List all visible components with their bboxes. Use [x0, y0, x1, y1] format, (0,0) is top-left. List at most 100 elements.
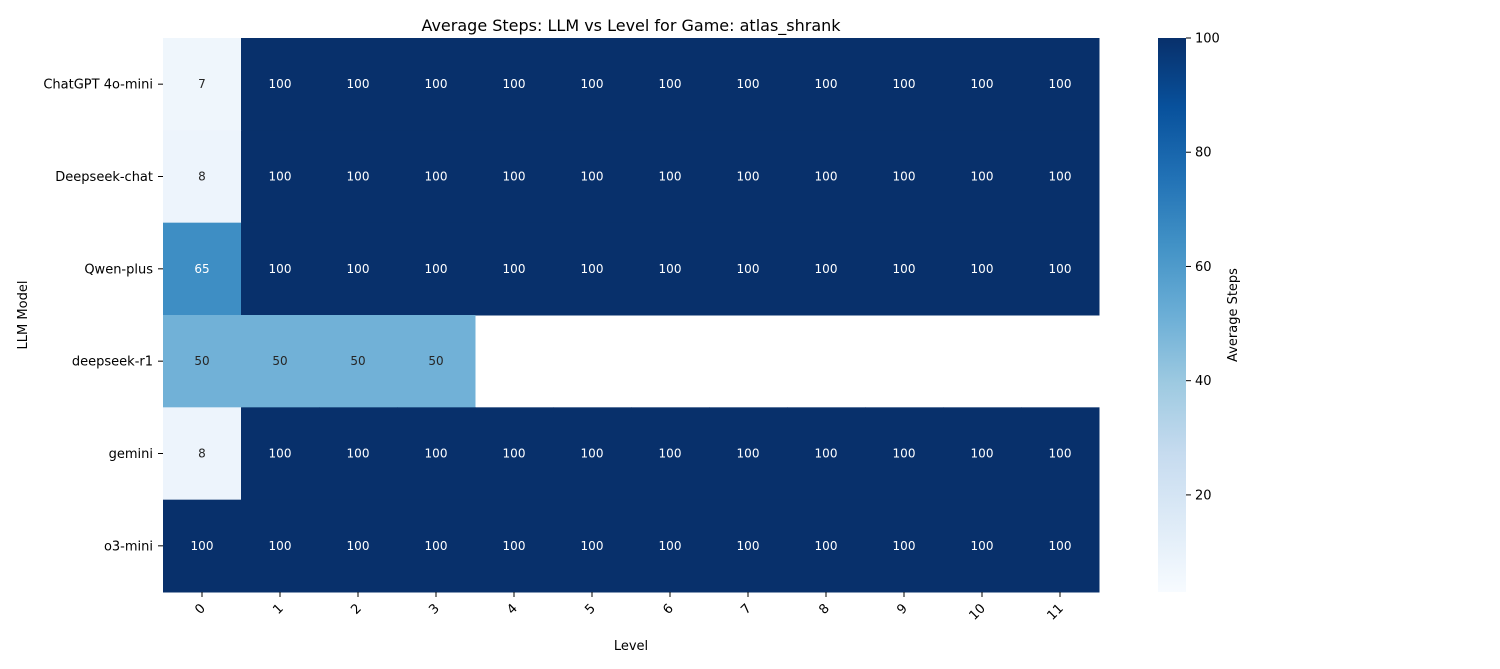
colorbar-label: Average Steps: [1226, 268, 1241, 362]
cell-value-label: 100: [581, 170, 604, 184]
heatmap-cell: [475, 407, 554, 501]
heatmap-cell: [865, 130, 944, 224]
x-tick-label: 0: [192, 601, 208, 617]
heatmap-cell: [787, 499, 866, 593]
heatmap-cell: [163, 315, 242, 408]
cell-value-label: 100: [1049, 170, 1072, 184]
cell-value-label: 100: [815, 170, 838, 184]
x-tick-label: 9: [894, 601, 910, 617]
cell-value-label: 100: [347, 77, 370, 91]
heatmap-cell: [709, 407, 788, 501]
cell-value-label: 100: [503, 170, 526, 184]
cell-value-label: 100: [347, 170, 370, 184]
cell-value-label: 100: [659, 170, 682, 184]
heatmap-cell: [787, 38, 866, 131]
heatmap-cell: [943, 499, 1022, 593]
heatmap-cell: [709, 38, 788, 131]
heatmap-cell: [1021, 130, 1100, 224]
heatmap-cell-labels: 7 100 100 100 100 100 100 100 100 100 100 100 8 100 10…: [191, 77, 1072, 553]
heatmap-cell: [163, 407, 242, 501]
heatmap-cell: [163, 38, 242, 131]
cell-value-label: 100: [893, 539, 916, 553]
colorbar-tick-label: 80: [1195, 146, 1212, 161]
y-axis: ChatGPT 4o-mini Deepseek-chat Qwen-plus dee…: [43, 78, 163, 554]
cell-value-label: 100: [659, 77, 682, 91]
colorbar-tick-label: 60: [1195, 260, 1212, 275]
heatmap-cell: [397, 38, 476, 131]
cell-value-label: 100: [737, 262, 760, 276]
cell-value-label: 100: [893, 77, 916, 91]
cell-value-label: 100: [971, 77, 994, 91]
heatmap-cell: [319, 499, 398, 593]
cell-value-label: 100: [1049, 447, 1072, 461]
heatmap-cell: [1021, 38, 1100, 131]
heatmap-cell: [475, 222, 554, 316]
heatmap-cell: [397, 499, 476, 593]
cell-value-label: 100: [737, 170, 760, 184]
heatmap-cell: [631, 407, 710, 501]
heatmap-cell: [241, 222, 320, 316]
y-tick-label: Qwen-plus: [84, 262, 153, 277]
cell-value-label: 100: [503, 77, 526, 91]
heatmap-cell: [241, 315, 320, 408]
x-tick-label: 1: [270, 601, 286, 617]
cell-value-label: 100: [737, 539, 760, 553]
x-tick-label: 11: [1045, 601, 1067, 623]
cell-value-label: 100: [893, 170, 916, 184]
cell-value-label: 100: [971, 262, 994, 276]
heatmap-cell: [631, 499, 710, 593]
x-tick-label: 8: [816, 601, 832, 617]
heatmap-cell: [631, 130, 710, 224]
cell-value-label: 100: [893, 447, 916, 461]
colorbar-gradient: [1158, 38, 1186, 592]
y-tick-label: o3-mini: [104, 539, 153, 554]
heatmap-cell: [865, 499, 944, 593]
y-tick-label: gemini: [109, 447, 153, 462]
cell-value-label: 100: [737, 447, 760, 461]
colorbar-tick-label: 40: [1195, 374, 1212, 389]
heatmap-cell: [787, 407, 866, 501]
cell-value-label: 100: [269, 447, 292, 461]
heatmap-cell: [319, 222, 398, 316]
cell-value-label: 7: [198, 77, 206, 91]
heatmap-cell: [397, 130, 476, 224]
heatmap-cell: [319, 38, 398, 131]
cell-value-label: 100: [581, 262, 604, 276]
heatmap-cell: [943, 38, 1022, 131]
cell-value-label: 100: [347, 539, 370, 553]
cell-value-label: 100: [425, 77, 448, 91]
colorbar-tick-label: 20: [1195, 488, 1212, 503]
cell-value-label: 100: [425, 170, 448, 184]
x-tick-label: 7: [738, 601, 754, 617]
cell-value-label: 100: [269, 170, 292, 184]
y-tick-label: ChatGPT 4o-mini: [43, 78, 153, 93]
x-axis: 0 1 2 3 4 5 6 7 8 9 10 11: [192, 592, 1067, 624]
cell-value-label: 100: [269, 262, 292, 276]
cell-value-label: 100: [425, 262, 448, 276]
y-tick-label: Deepseek-chat: [55, 170, 153, 185]
cell-value-label: 8: [198, 447, 206, 461]
heatmap-cell: [865, 407, 944, 501]
cell-value-label: 100: [581, 539, 604, 553]
heatmap-cell: [865, 222, 944, 316]
cell-value-label: 100: [659, 539, 682, 553]
heatmap-cell: [319, 315, 398, 408]
cell-value-label: 100: [581, 77, 604, 91]
heatmap-cell: [1021, 407, 1100, 501]
colorbar: 20 40 60 80 100: [1158, 32, 1220, 592]
heatmap-cell: [709, 130, 788, 224]
cell-value-label: 65: [194, 262, 209, 276]
heatmap-cell: [943, 407, 1022, 501]
heatmap-cell: [397, 222, 476, 316]
heatmap-cell: [553, 407, 632, 501]
cell-value-label: 100: [347, 447, 370, 461]
heatmap-cell: [865, 38, 944, 131]
cell-value-label: 50: [350, 354, 365, 368]
heatmap-cell: [163, 499, 242, 593]
colorbar-tick-label: 100: [1195, 32, 1220, 47]
heatmap-cell: [241, 38, 320, 131]
x-tick-label: 5: [582, 601, 598, 617]
cell-value-label: 100: [815, 539, 838, 553]
heatmap-cell: [319, 407, 398, 501]
